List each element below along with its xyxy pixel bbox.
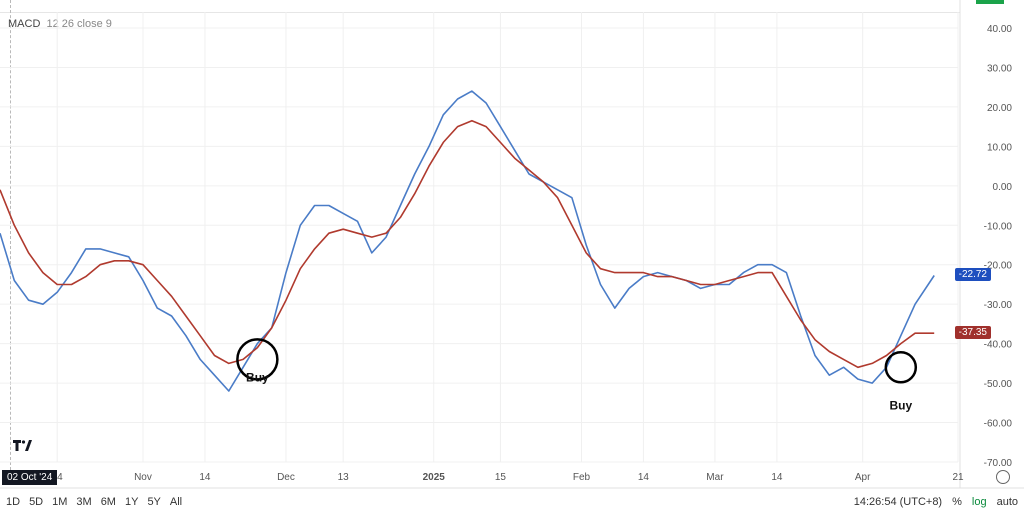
timeframe-1m[interactable]: 1M [52, 496, 68, 508]
y-axis: 40.00 30.00 20.00 10.00 0.00 -10.00 -20.00 -30.… [984, 24, 1013, 469]
buy-label: Buy [246, 370, 269, 384]
timeframe-all[interactable]: All [169, 496, 183, 508]
y-tick-label: 0.00 [993, 182, 1013, 193]
indicator-name: MACD [8, 18, 41, 30]
y-tick-label: -10.00 [984, 221, 1013, 232]
x-tick-label: Mar [706, 472, 724, 483]
x-tick-label: Nov [134, 472, 152, 483]
x-tick-label: 14 [638, 472, 650, 483]
tradingview-logo-icon[interactable] [12, 438, 32, 452]
x-tick-label: Apr [855, 472, 871, 483]
indicator-params: 12 26 close 9 [46, 18, 112, 30]
x-tick-label: 13 [338, 472, 350, 483]
signal-value-badge: -37.35 [954, 326, 991, 340]
x-axis: 14 Nov 14 Dec 13 2025 15 Feb 14 Mar 14 Apr 21 [52, 472, 964, 483]
x-tick-label: 21 [952, 472, 964, 483]
log-toggle[interactable]: log [971, 496, 987, 508]
price-badge-stub [976, 0, 1004, 4]
timeframe-5d[interactable]: 5D [29, 496, 44, 508]
y-tick-label: 10.00 [987, 142, 1012, 153]
crosshair-vertical [10, 0, 11, 470]
crosshair-date-badge: 02 Oct '24 [2, 470, 58, 485]
macd-value-badge: -22.72 [954, 268, 991, 282]
timeframe-6m[interactable]: 6M [100, 496, 116, 508]
y-tick-label: 40.00 [987, 24, 1012, 35]
macd-line [0, 90, 935, 392]
timeframe-1d[interactable]: 1D [6, 496, 21, 508]
x-tick-label: Dec [277, 472, 295, 483]
y-tick-label: -30.00 [984, 300, 1013, 311]
timeframe-5y[interactable]: 5Y [147, 496, 161, 508]
signal-line [0, 119, 935, 369]
x-tick-label: 15 [495, 472, 507, 483]
x-tick-label: 2025 [423, 472, 446, 483]
x-tick-label: Feb [573, 472, 591, 483]
status-bar: 14:26:54 (UTC+8) % log auto [854, 496, 1018, 508]
y-tick-label: 30.00 [987, 63, 1012, 74]
percent-toggle[interactable]: % [952, 496, 962, 508]
x-tick-label: 14 [52, 472, 64, 483]
series-layer [0, 90, 935, 392]
settings-gear-icon[interactable] [996, 470, 1010, 484]
buy-circle-marker [884, 351, 918, 384]
grid [0, 0, 1024, 489]
x-tick-label: 14 [771, 472, 783, 483]
top-border [0, 0, 960, 13]
y-tick-label: 20.00 [987, 103, 1012, 114]
y-tick-label: -60.00 [984, 419, 1013, 430]
buy-circle-marker [236, 338, 279, 381]
timeframe-3m[interactable]: 3M [76, 496, 92, 508]
buy-label: Buy [889, 398, 912, 412]
auto-toggle[interactable]: auto [996, 496, 1018, 508]
y-tick-label: -20.00 [984, 261, 1013, 272]
indicator-legend[interactable]: MACD 12 26 close 9 [8, 18, 112, 30]
timeframe-selector: 1D 5D 1M 3M 6M 1Y 5Y All [6, 496, 182, 508]
timeframe-1y[interactable]: 1Y [124, 496, 139, 508]
clock-readout: 14:26:54 (UTC+8) [853, 496, 943, 508]
y-tick-label: -50.00 [984, 379, 1013, 390]
y-tick-label: -70.00 [984, 458, 1013, 469]
y-tick-label: -40.00 [984, 340, 1013, 351]
annotation-layer: Buy Buy [236, 338, 918, 412]
x-tick-label: 14 [199, 472, 211, 483]
